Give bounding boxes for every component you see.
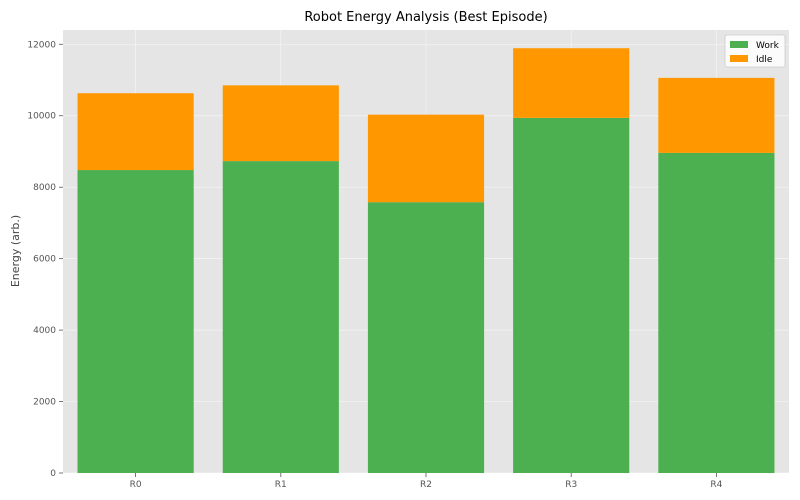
- y-tick-label: 6000: [33, 255, 56, 265]
- bar-idle-r4: [658, 77, 775, 153]
- y-axis-ticks: 0 2000 4000 6000 8000 10000 12000: [27, 40, 63, 479]
- bar-work-r2: [367, 202, 485, 474]
- y-tick-label: 12000: [27, 40, 56, 50]
- bar-work-r3: [513, 117, 630, 473]
- legend-label-work: Work: [756, 41, 780, 51]
- legend: Work Idle: [724, 34, 786, 68]
- legend-swatch-idle: [730, 55, 748, 62]
- y-axis-label: Energy (arb.): [9, 215, 22, 287]
- y-tick-label: 0: [50, 469, 56, 479]
- bar-work-r4: [658, 152, 775, 473]
- bar-work-r0: [77, 170, 194, 473]
- bar-idle-r1: [222, 85, 339, 162]
- y-tick-label: 4000: [33, 326, 56, 336]
- x-tick-label: R4: [710, 480, 722, 490]
- bars: [77, 48, 775, 474]
- bar-idle-r0: [77, 93, 194, 171]
- legend-label-idle: Idle: [756, 55, 773, 65]
- bar-work-r1: [222, 161, 339, 473]
- x-tick-label: R1: [275, 480, 287, 490]
- x-axis-ticks: R0 R1 R2 R3 R4: [130, 473, 723, 490]
- bar-idle-r2: [367, 114, 485, 203]
- legend-swatch-work: [730, 41, 748, 48]
- legend-box: [724, 34, 786, 68]
- x-tick-label: R2: [420, 480, 432, 490]
- chart-title: Robot Energy Analysis (Best Episode): [304, 10, 547, 25]
- bar-idle-r3: [513, 48, 630, 118]
- x-tick-label: R3: [565, 480, 577, 490]
- y-tick-label: 2000: [33, 398, 56, 408]
- x-tick-label: R0: [130, 480, 142, 490]
- y-tick-label: 10000: [27, 112, 56, 122]
- y-tick-label: 8000: [33, 183, 56, 193]
